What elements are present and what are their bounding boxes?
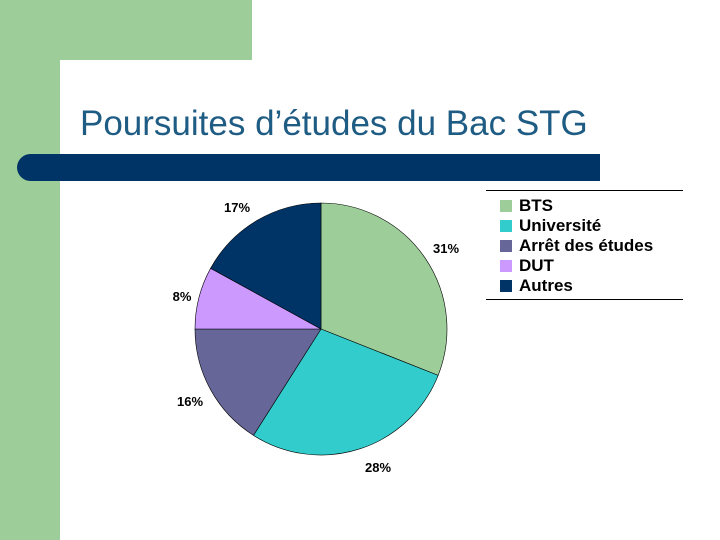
- legend-label-dut: DUT: [519, 256, 554, 275]
- slide-title: Poursuites d’études du Bac STG: [80, 104, 588, 143]
- legend-label-bts: BTS: [519, 196, 553, 215]
- pie-slice-bts: [320, 202, 448, 376]
- pie-slice-universite: [253, 328, 439, 456]
- data-label-bts: 31%: [433, 241, 459, 256]
- data-label-autres: 17%: [224, 200, 250, 215]
- legend-item-autres: Autres: [500, 275, 573, 297]
- left-decoration-bar: [0, 0, 60, 540]
- legend-label-autres: Autres: [519, 276, 573, 295]
- chart-legend: BTS Université Arrêt des études DUT Autr…: [486, 190, 683, 300]
- legend-swatch-bts: [500, 200, 512, 212]
- legend-swatch-universite: [500, 220, 512, 232]
- pie-slice-autres: [210, 202, 322, 330]
- legend-swatch-dut: [500, 260, 512, 272]
- legend-item-dut: DUT: [500, 255, 554, 277]
- legend-swatch-autres: [500, 280, 512, 292]
- data-label-arret-des-etudes: 16%: [177, 394, 203, 409]
- legend-item-universite: Université: [500, 215, 601, 237]
- legend-item-bts: BTS: [500, 195, 553, 217]
- legend-label-arret-des-etudes: Arrêt des études: [519, 236, 654, 255]
- legend-label-universite: Université: [519, 216, 602, 235]
- legend-item-arret-des-etudes: Arrêt des études: [500, 235, 653, 257]
- pie-slice-arret-des-etudes: [194, 328, 322, 436]
- data-label-dut: 8%: [173, 289, 192, 304]
- legend-swatch-arret-des-etudes: [500, 240, 512, 252]
- data-label-universite: 28%: [365, 460, 391, 475]
- title-rule-bar: [17, 154, 600, 181]
